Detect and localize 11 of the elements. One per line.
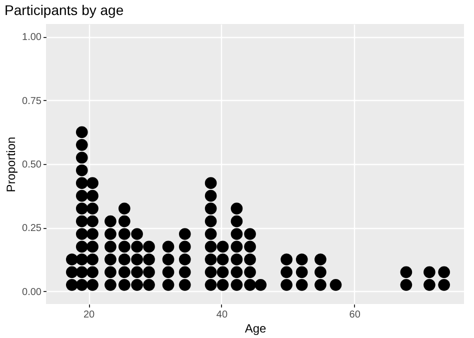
x-axis-title: Age <box>244 322 266 336</box>
x-tick-label: 20 <box>83 310 96 320</box>
x-tick-label: 60 <box>349 310 361 320</box>
y-axis-title: Proportion <box>4 136 18 192</box>
y-tick-label: 0.75 <box>22 96 42 107</box>
x-tick-label: 40 <box>216 310 228 320</box>
chart-title: Participants by age <box>4 2 124 18</box>
y-tick-label: 0.00 <box>22 286 42 298</box>
y-tick-label: 0.25 <box>22 223 42 234</box>
y-tick-label: 1.00 <box>22 32 42 44</box>
y-tick-label: 0.50 <box>22 160 42 170</box>
